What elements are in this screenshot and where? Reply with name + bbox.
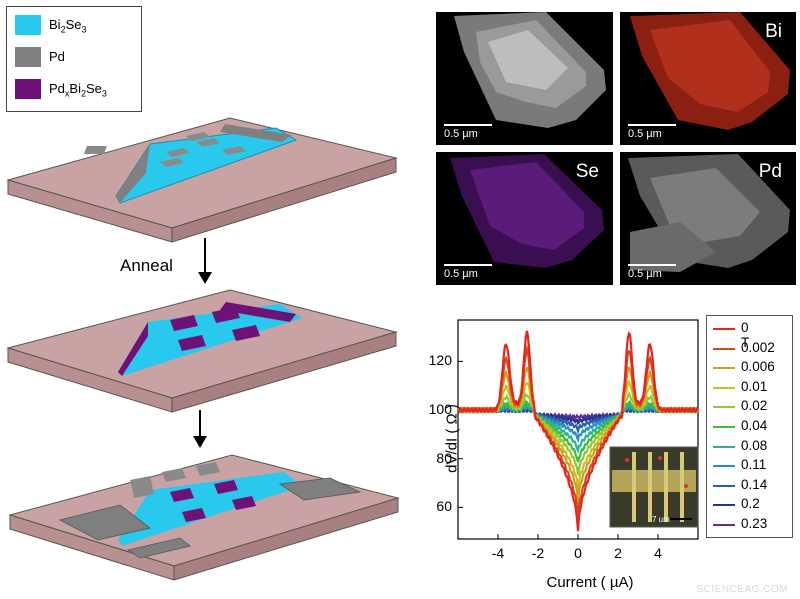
pdxbi2se3-swatch [15, 79, 41, 99]
pd-map-image [628, 154, 790, 272]
chart-legend-label: 0.04 [741, 418, 768, 433]
materials-legend: Bi2Se3 Pd PdxBi2Se3 [6, 6, 142, 112]
scale-bar-se: 0.5 µm [444, 264, 492, 280]
x-tick-label: -2 [531, 545, 545, 561]
scale-text-bi: 0.5 µm [628, 128, 662, 140]
chart-legend-label: 0.006 [741, 359, 775, 375]
y-tick-label: 120 [428, 352, 452, 369]
se-map-image [450, 154, 604, 268]
scale-bar-pd: 0.5 µm [628, 264, 676, 280]
chart-legend-label: 0.08 [741, 437, 768, 453]
legend-label-pdxbi2se3: PdxBi2Se3 [49, 81, 107, 99]
series-line [457, 330, 699, 532]
bi2se3-swatch [15, 15, 41, 35]
device-schematic-3 [8, 454, 400, 581]
chart-legend-label: 0.002 [741, 339, 775, 355]
chart-legend-label: 0.11 [741, 457, 767, 473]
sem-panel-se: Se 0.5 µm [436, 152, 613, 285]
chart-legend-label: 0.02 [741, 398, 768, 414]
inset-scale-text: 7 um [652, 515, 670, 524]
chart-x-axis-label: Current ( µA) [546, 574, 634, 591]
chart-legend-swatch [713, 484, 735, 487]
chart-legend-swatch [713, 504, 735, 507]
x-tick-label: 2 [614, 545, 622, 561]
se-label: Se [575, 161, 599, 182]
chart-legend-swatch [713, 328, 735, 330]
chart-legend-label: 0.2 [741, 496, 760, 512]
pd-label: Pd [758, 161, 782, 182]
legend-label-pd: Pd [49, 49, 65, 64]
chart-legend-swatch [713, 347, 735, 350]
scale-text-se: 0.5 µm [444, 268, 478, 280]
scale-bar-bi: 0.5 µm [628, 124, 676, 140]
device-schematic-2 [6, 289, 398, 413]
chart-legend-swatch [713, 406, 735, 409]
chart-legend-swatch [713, 426, 735, 428]
x-tick-label: 4 [654, 545, 662, 561]
chart-legend-label: 0 T [741, 320, 750, 350]
y-tick-label: 80 [436, 449, 452, 466]
bi-map-image [630, 12, 790, 130]
sem-panel-pd: Pd 0.5 µm [620, 152, 796, 285]
device-schematic-1 [6, 117, 398, 243]
chart-legend-swatch [713, 445, 735, 448]
chart-legend-swatch [713, 386, 735, 389]
sem-panel-haadf: 0.5 µm [436, 12, 613, 145]
bi-label: Bi [765, 21, 782, 42]
scale-bar-haadf: 0.5 µm [444, 124, 492, 140]
chart-legend-label: 0.01 [741, 378, 768, 394]
sem-panel-bi: Bi 0.5 µm [620, 12, 796, 145]
pd-swatch [15, 47, 41, 67]
x-tick-label: -4 [491, 545, 505, 561]
haadf-image [454, 12, 606, 128]
watermark-text: SCIENCEAG.COM [696, 584, 788, 595]
chart-y-axis-label: dV/dI ( Ω ) [443, 404, 461, 473]
inset-micrograph [609, 446, 699, 528]
anneal-label: Anneal [120, 256, 173, 275]
y-tick-label: 100 [428, 401, 452, 418]
chart-legend-swatch [713, 524, 735, 526]
scale-text-haadf: 0.5 µm [444, 128, 478, 140]
chart-legend-swatch [713, 367, 735, 370]
x-tick-label: 0 [574, 545, 582, 561]
legend-label-bi2se3: Bi2Se3 [49, 17, 87, 35]
chart-curves [457, 330, 699, 532]
y-tick-label: 60 [436, 498, 452, 515]
chart-legend: 0 T 0.002 0.006 0.01 0.02 0.04 0.08 0.11 0.14 0.2… [706, 315, 793, 538]
scale-text-pd: 0.5 µm [628, 268, 662, 280]
chart-legend-label: 0.14 [741, 476, 768, 492]
chart-legend-label: 0.23 [741, 516, 768, 531]
chart-legend-swatch [713, 465, 735, 468]
